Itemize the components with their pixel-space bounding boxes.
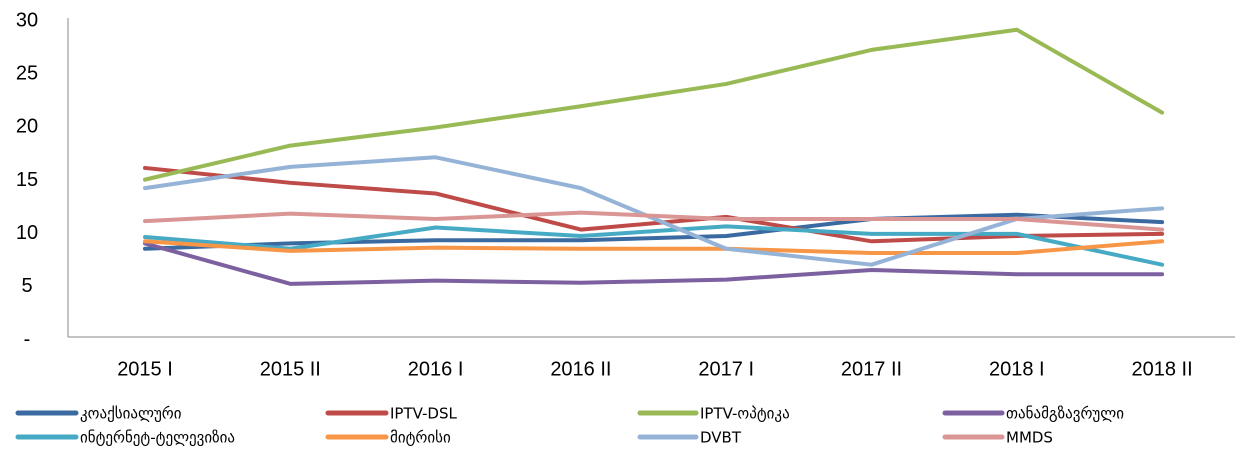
series-line (143, 241, 1165, 286)
legend-label: MMDS (1006, 429, 1053, 447)
legend-label: DVBT (700, 429, 742, 447)
y-tick-label: 25 (16, 62, 38, 84)
series-line (143, 155, 1165, 267)
legend-label: მიტრისი (390, 429, 451, 447)
x-tick-label: 2018 II (1132, 358, 1193, 380)
legend-label: ინტერნეტ-ტელევიზია (80, 429, 235, 447)
y-tick-label: 10 (16, 222, 38, 244)
series-line (143, 27, 1165, 182)
y-tick-label: 15 (16, 169, 38, 191)
x-tick-label: 2017 I (698, 358, 754, 380)
x-tick-label: 2017 II (841, 358, 902, 380)
legend-label: IPTV-DSL (390, 405, 457, 423)
series-line (143, 165, 1165, 244)
y-tick-label: 30 (16, 9, 38, 31)
x-tick-label: 2015 II (260, 358, 321, 380)
x-tick-label: 2016 I (408, 358, 464, 380)
x-tick-label: 2016 II (550, 358, 611, 380)
series-line (143, 212, 1165, 251)
legend-label: თანამგზავრული (1006, 405, 1124, 423)
y-tick-label: - (24, 328, 31, 350)
legend-label: კოაქსიალური (80, 405, 182, 423)
y-tick-label: 5 (21, 275, 32, 297)
x-tick-label: 2015 I (117, 358, 173, 380)
y-tick-label: 20 (16, 116, 38, 138)
x-tick-label: 2018 I (989, 358, 1045, 380)
series-line (143, 210, 1165, 232)
series-line (143, 239, 1165, 255)
series-line (143, 224, 1165, 267)
legend-label: IPTV-ოპტიკა (700, 405, 790, 423)
